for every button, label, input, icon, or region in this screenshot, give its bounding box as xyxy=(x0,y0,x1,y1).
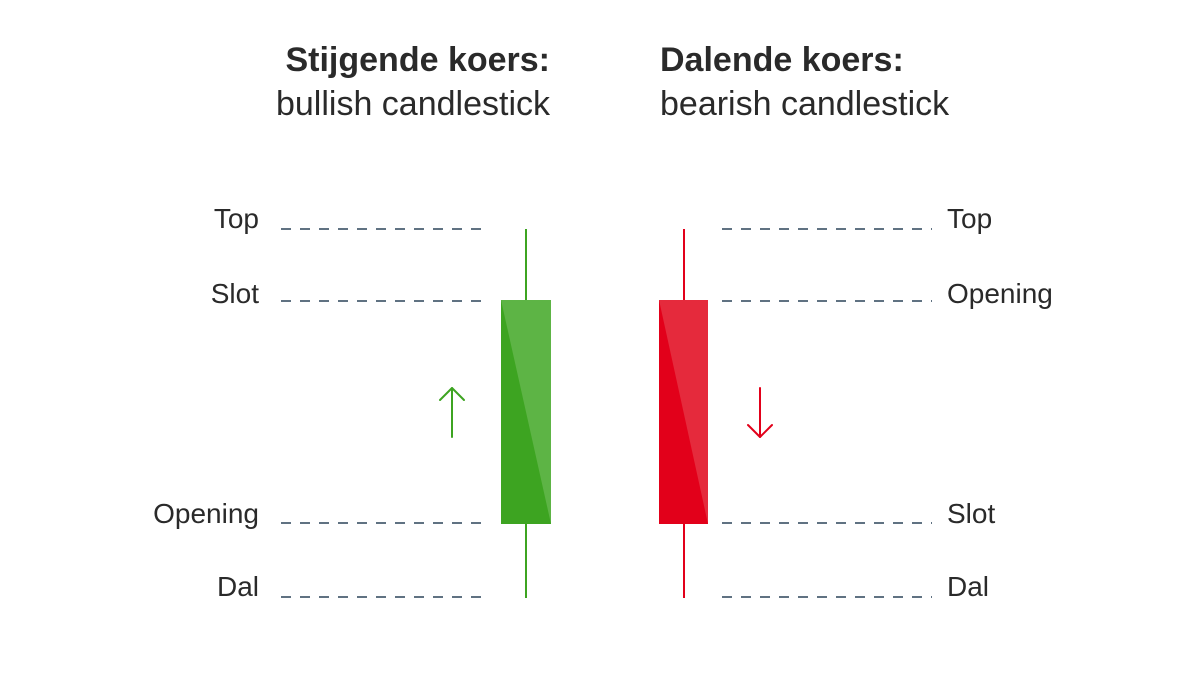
bullish-title: Stijgende koers: bullish candlestick xyxy=(276,38,550,126)
bullish-subheading: bullish candlestick xyxy=(275,85,550,123)
down-arrow-icon xyxy=(747,387,773,438)
bullish-label-top: Top xyxy=(213,203,259,234)
bearish-label-low: Dal xyxy=(947,571,990,602)
bearish-label-open: Opening xyxy=(947,278,1053,309)
bearish-title: Dalende koers: bearish candlestick xyxy=(660,38,949,126)
bullish-candle-highlight xyxy=(501,300,551,524)
bullish-label-close: Slot xyxy=(210,278,259,309)
bearish-label-top: Top xyxy=(947,203,993,234)
bullish-label-open: Opening xyxy=(153,498,259,529)
bullish-heading: Stijgende koers: xyxy=(285,41,550,79)
bearish-heading: Dalende koers: xyxy=(660,41,904,79)
bearish-subheading: bearish candlestick xyxy=(660,85,950,123)
up-arrow-icon xyxy=(439,387,465,438)
bearish-candle-highlight xyxy=(659,300,708,524)
bullish-label-low: Dal xyxy=(216,571,259,602)
bearish-label-close: Slot xyxy=(947,498,996,529)
